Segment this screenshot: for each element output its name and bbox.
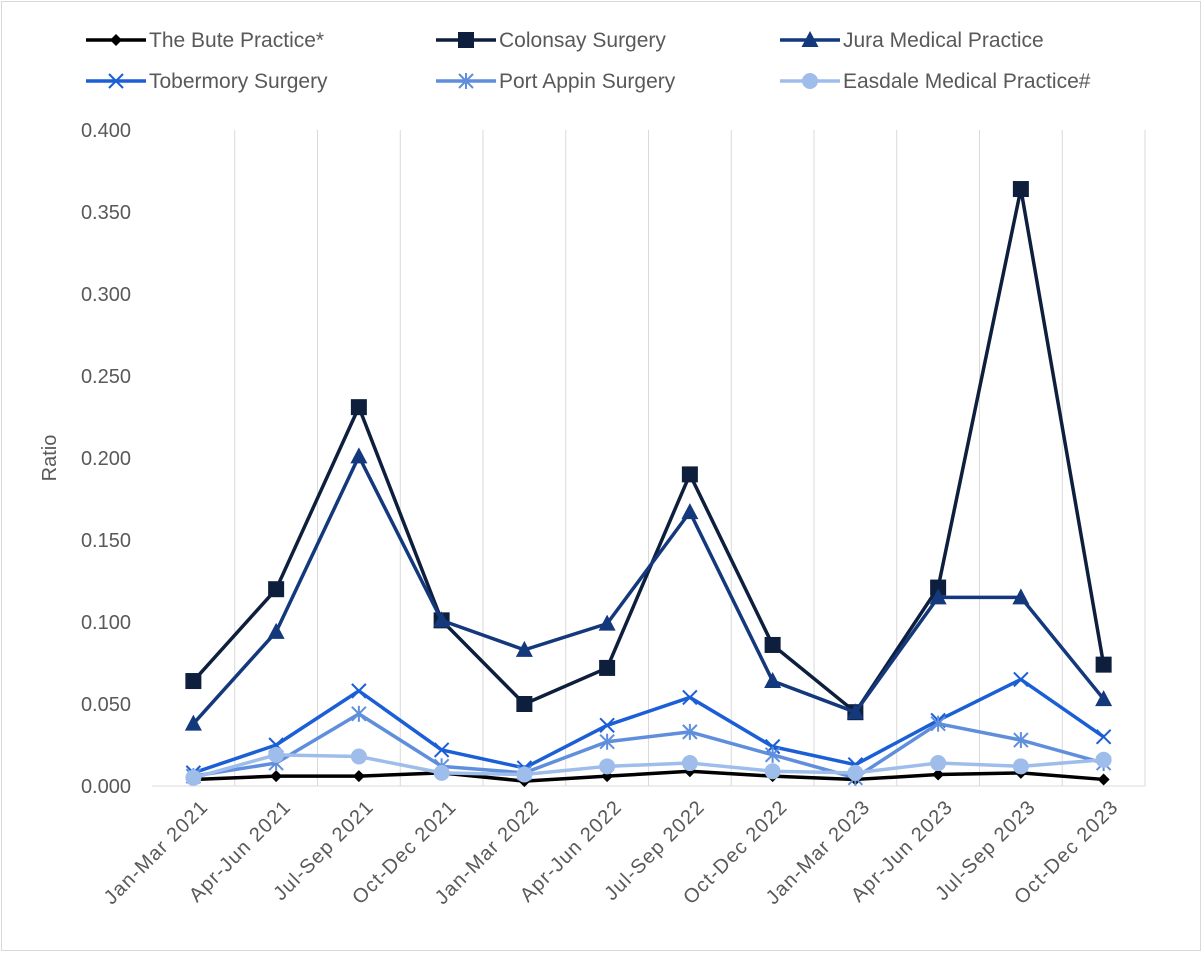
y-tick-label: 0.100	[81, 612, 131, 634]
series-line	[193, 769, 1104, 783]
data-point	[682, 723, 698, 740]
data-point	[1012, 588, 1030, 605]
data-point	[681, 503, 699, 520]
legend-label: Port Appin Surgery	[499, 70, 676, 93]
legend-label: Jura Medical Practice	[843, 29, 1044, 52]
series-line	[192, 753, 1104, 780]
data-point	[599, 717, 615, 734]
legend-item: Colonsay Surgery	[436, 29, 666, 52]
data-point	[1095, 751, 1112, 768]
legend-marker	[802, 73, 818, 89]
data-point	[268, 746, 285, 763]
series-5	[185, 746, 1112, 786]
y-tick-label: 0.300	[81, 284, 131, 306]
data-point	[270, 770, 283, 783]
data-point	[433, 742, 450, 758]
y-axis-title: Ratio	[39, 435, 61, 482]
data-point	[930, 715, 946, 732]
y-tick-label: 0.400	[81, 120, 131, 142]
data-point	[184, 714, 202, 731]
legend-marker	[801, 31, 819, 47]
y-tick-label: 0.350	[81, 202, 131, 224]
legend-item: Port Appin Surgery	[436, 70, 676, 93]
data-point	[351, 683, 367, 699]
legend-label: The Bute Practice*	[149, 29, 324, 52]
data-point	[351, 705, 367, 722]
series-line	[193, 712, 1105, 780]
data-point	[1012, 758, 1029, 775]
series-line	[192, 677, 1105, 775]
data-point	[930, 755, 947, 772]
data-point	[932, 768, 945, 781]
data-point	[516, 766, 533, 783]
series-line	[192, 187, 1106, 714]
legend-marker	[108, 73, 124, 89]
y-axis-ticks: 0.000 0.050 0.100 0.150 0.200 0.250 0.300 0.350…	[81, 120, 131, 798]
data-point	[1095, 690, 1113, 707]
data-point	[515, 640, 533, 657]
gridlines	[234, 130, 1146, 786]
data-point	[185, 673, 202, 690]
data-point	[764, 763, 781, 780]
data-point	[930, 579, 947, 596]
series-line	[192, 454, 1105, 725]
data-point	[1095, 729, 1112, 745]
data-point	[599, 659, 616, 676]
data-point	[764, 672, 782, 689]
y-tick-label: 0.000	[81, 776, 131, 798]
data-point	[1013, 671, 1029, 688]
legend-label: Easdale Medical Practice#	[843, 70, 1091, 93]
y-tick-label: 0.050	[81, 694, 131, 716]
y-tick-label: 0.250	[81, 366, 131, 388]
data-point	[1013, 732, 1029, 749]
data-point	[764, 746, 781, 763]
legend-label: Tobermory Surgery	[149, 70, 328, 93]
y-tick-label: 0.200	[81, 448, 131, 470]
series-2	[184, 447, 1113, 731]
data-point	[433, 764, 450, 781]
data-point	[1095, 656, 1112, 673]
data-point	[681, 755, 698, 772]
data-point	[681, 466, 698, 483]
legend-item: Jura Medical Practice	[780, 29, 1044, 52]
legend-marker	[458, 73, 474, 89]
data-point	[352, 770, 365, 783]
series-1	[185, 181, 1112, 721]
data-point	[929, 588, 947, 605]
data-point	[1012, 181, 1029, 198]
data-point	[598, 614, 616, 631]
legend-label: Colonsay Surgery	[499, 29, 666, 52]
data-point	[516, 696, 533, 712]
legend-item: The Bute Practice*	[86, 29, 324, 52]
data-point	[350, 447, 368, 464]
legend-marker	[458, 32, 474, 48]
data-point	[599, 733, 615, 750]
data-point	[433, 611, 451, 628]
legend: The Bute Practice* Colonsay Surgery Jura M…	[86, 29, 1091, 93]
data-point	[599, 758, 616, 775]
series-3	[185, 671, 1112, 781]
legend-marker	[110, 34, 122, 46]
legend-item: Easdale Medical Practice#	[780, 70, 1091, 93]
data-point	[682, 689, 698, 706]
data-point	[846, 703, 864, 720]
y-tick-label: 0.150	[81, 530, 131, 552]
data-point	[185, 769, 202, 786]
data-point	[1097, 773, 1110, 786]
legend-item: Tobermory Surgery	[86, 70, 328, 93]
data-point	[764, 636, 781, 653]
data-point	[350, 748, 367, 765]
data-point	[267, 622, 285, 639]
data-point	[268, 581, 285, 598]
data-point	[847, 764, 864, 781]
data-point	[350, 399, 367, 416]
